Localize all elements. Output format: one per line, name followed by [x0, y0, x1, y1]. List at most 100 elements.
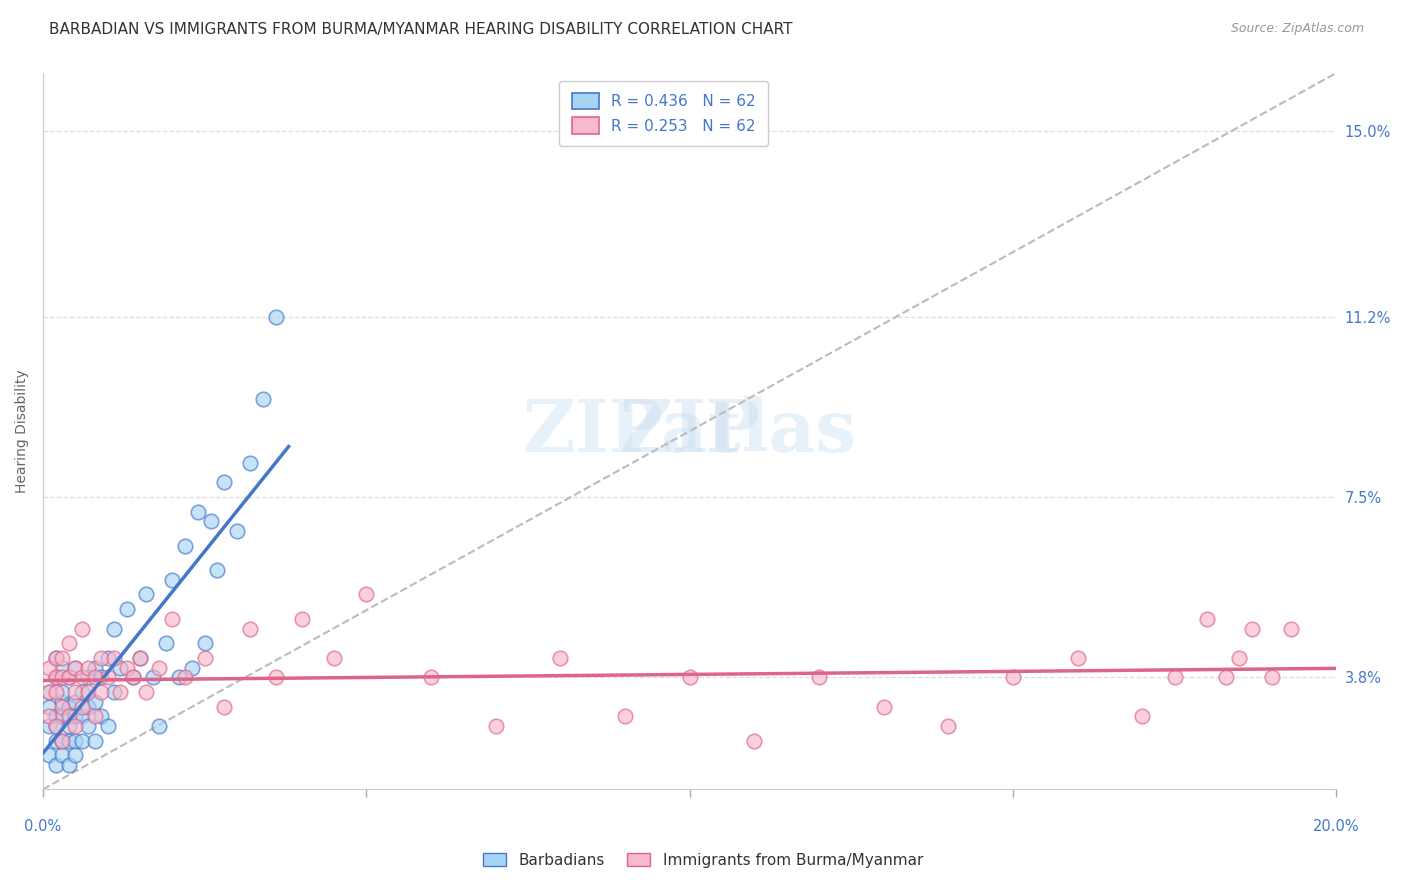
Point [419, 670, 441, 684]
Point [484, 719, 506, 733]
Y-axis label: Hearing Disability: Hearing Disability [15, 369, 30, 493]
Point [65, 695, 87, 709]
Point [77, 685, 100, 699]
Point [51, 709, 73, 723]
Point [936, 719, 959, 733]
Point [51, 748, 73, 763]
Point [83, 709, 105, 723]
Point [193, 650, 215, 665]
Point [45, 758, 67, 772]
Point [1241, 622, 1264, 636]
Point [128, 650, 150, 665]
Point [155, 636, 177, 650]
Point [135, 587, 157, 601]
Point [174, 539, 197, 553]
Point [200, 514, 222, 528]
Point [115, 602, 138, 616]
Point [148, 719, 170, 733]
Point [128, 650, 150, 665]
Point [51, 650, 73, 665]
Text: BARBADIAN VS IMMIGRANTS FROM BURMA/MYANMAR HEARING DISABILITY CORRELATION CHART: BARBADIAN VS IMMIGRANTS FROM BURMA/MYANM… [49, 22, 793, 37]
Point [135, 685, 157, 699]
Point [65, 733, 87, 747]
Point [1279, 622, 1302, 636]
Point [38, 699, 60, 714]
Point [174, 670, 197, 684]
Point [45, 733, 67, 747]
Text: ZIP: ZIP [619, 396, 761, 467]
Point [65, 660, 87, 674]
Point [115, 660, 138, 674]
Point [1001, 670, 1024, 684]
Point [354, 587, 377, 601]
Point [51, 733, 73, 747]
Point [58, 758, 80, 772]
Point [212, 475, 235, 490]
Point [90, 685, 112, 699]
Point [225, 524, 247, 538]
Point [70, 699, 93, 714]
Point [70, 709, 93, 723]
Point [83, 733, 105, 747]
Point [160, 612, 183, 626]
Point [70, 685, 93, 699]
Point [1227, 650, 1250, 665]
Legend: R = 0.436   N = 62, R = 0.253   N = 62: R = 0.436 N = 62, R = 0.253 N = 62 [560, 80, 768, 146]
Point [38, 685, 60, 699]
Point [1215, 670, 1237, 684]
Point [58, 719, 80, 733]
Point [193, 636, 215, 650]
Point [742, 733, 765, 747]
Point [239, 456, 262, 470]
Point [38, 685, 60, 699]
Point [678, 670, 700, 684]
Point [1195, 612, 1218, 626]
Point [207, 563, 229, 577]
Point [1066, 650, 1088, 665]
Point [1163, 670, 1185, 684]
Point [51, 685, 73, 699]
Point [51, 733, 73, 747]
Point [122, 670, 145, 684]
Point [58, 670, 80, 684]
Point [51, 699, 73, 714]
Point [38, 660, 60, 674]
Point [97, 670, 120, 684]
Point [58, 709, 80, 723]
Point [148, 660, 170, 674]
Point [65, 748, 87, 763]
Point [77, 670, 100, 684]
Point [70, 670, 93, 684]
Point [1260, 670, 1282, 684]
Point [77, 660, 100, 674]
Point [97, 650, 120, 665]
Point [613, 709, 636, 723]
Point [51, 695, 73, 709]
Point [65, 660, 87, 674]
Point [45, 670, 67, 684]
Point [58, 670, 80, 684]
Point [58, 733, 80, 747]
Point [239, 622, 262, 636]
Point [103, 685, 125, 699]
Point [38, 719, 60, 733]
Point [110, 685, 132, 699]
Point [264, 310, 287, 324]
Point [872, 699, 894, 714]
Text: ZIPatlas: ZIPatlas [523, 396, 856, 467]
Point [290, 612, 312, 626]
Point [167, 670, 190, 684]
Point [70, 733, 93, 747]
Point [38, 709, 60, 723]
Point [45, 685, 67, 699]
Legend: Barbadians, Immigrants from Burma/Myanmar: Barbadians, Immigrants from Burma/Myanma… [475, 845, 931, 875]
Point [45, 719, 67, 733]
Point [1130, 709, 1153, 723]
Point [45, 650, 67, 665]
Point [83, 660, 105, 674]
Point [160, 573, 183, 587]
Point [45, 709, 67, 723]
Point [65, 709, 87, 723]
Point [322, 650, 344, 665]
Point [83, 695, 105, 709]
